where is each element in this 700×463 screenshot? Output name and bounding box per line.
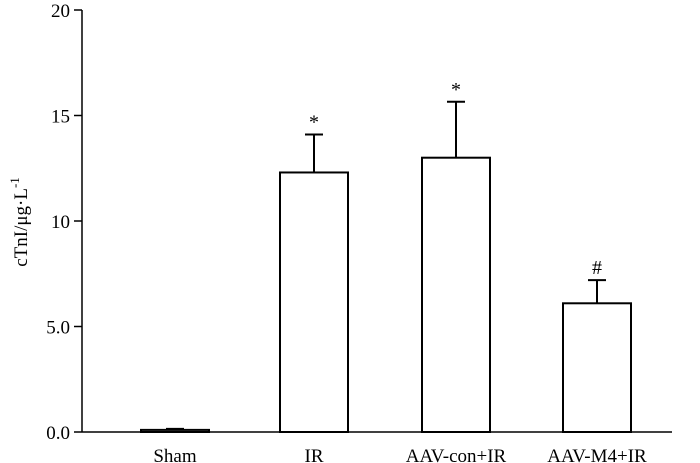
significance-marker: #: [592, 257, 602, 279]
y-tick-label: 15: [51, 107, 70, 128]
x-category-label: AAV-con+IR: [406, 446, 507, 463]
y-axis-label-superscript: -1: [7, 177, 22, 188]
y-axis-label-text: cTnI/μg·L: [11, 188, 32, 267]
y-tick-label: 0.0: [46, 423, 70, 444]
significance-annotations: * * #: [309, 79, 602, 279]
significance-marker: *: [309, 111, 319, 133]
y-tick-label: 20: [51, 1, 70, 22]
bar: [140, 428, 210, 434]
y-tick-label: 10: [51, 212, 70, 233]
significance-marker: *: [451, 79, 461, 101]
x-category-label: Sham: [153, 446, 197, 463]
error-bars: [166, 100, 606, 430]
x-category-label: AAV-M4+IR: [547, 446, 647, 463]
bar: [562, 302, 632, 434]
x-axis-category-labels: Sham IR AAV-con+IR AAV-M4+IR: [153, 446, 647, 463]
bars: [140, 156, 632, 434]
bar: [279, 171, 349, 433]
y-axis-label: cTnI/μg·L-1: [7, 177, 32, 267]
y-tick-label: 5.0: [46, 318, 70, 339]
bar: [421, 156, 491, 433]
y-axis-ticks: 0.0 5.0 10 15 20: [46, 1, 82, 444]
x-category-label: IR: [305, 446, 324, 463]
